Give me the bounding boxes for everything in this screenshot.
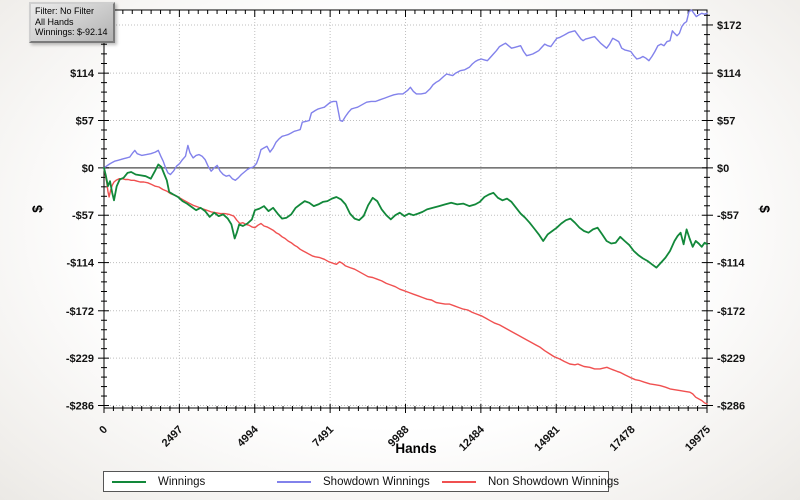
axis-titles: $ $ Hands — [30, 205, 772, 456]
gridlines — [104, 10, 708, 408]
non-showdown-winnings-legend-label: Non Showdown Winnings — [488, 475, 620, 488]
svg-text:-$229: -$229 — [66, 353, 94, 365]
svg-text:7491: 7491 — [310, 424, 336, 450]
svg-text:14981: 14981 — [532, 424, 562, 454]
svg-text:4994: 4994 — [235, 423, 261, 449]
showdown-winnings-line — [103, 9, 708, 182]
legend-item-showdown-winnings: Showdown Winnings — [277, 476, 442, 488]
winnings-line — [103, 163, 708, 269]
svg-text:-$172: -$172 — [66, 306, 94, 318]
svg-text:-$57: -$57 — [717, 210, 739, 222]
winnings-graph: $172$172$114$114$57$57$0$0-$57-$57-$114-… — [30, 9, 772, 456]
svg-text:-$286: -$286 — [717, 401, 745, 413]
winnings-legend-label: Winnings — [158, 475, 206, 488]
showdown-winnings-legend-label: Showdown Winnings — [323, 475, 430, 488]
winnings-line-sample — [112, 480, 146, 483]
showdown-winnings-line-sample — [277, 480, 311, 483]
non-showdown-winnings-line-sample — [442, 480, 476, 483]
y-axis-title-left: $ — [30, 205, 45, 213]
svg-text:$172: $172 — [717, 20, 741, 32]
svg-text:-$229: -$229 — [717, 353, 745, 365]
filter-info-line-3: Winnings: $-92.14 — [35, 27, 108, 37]
svg-text:0: 0 — [97, 424, 110, 437]
svg-text:2497: 2497 — [160, 424, 186, 450]
svg-text:12484: 12484 — [457, 423, 488, 454]
svg-text:$57: $57 — [76, 116, 94, 128]
filter-info-line-1: Filter: No Filter — [35, 6, 95, 16]
svg-text:$114: $114 — [70, 68, 95, 80]
svg-text:-$114: -$114 — [66, 258, 94, 270]
filter-info-box: Filter: No Filter All Hands Winnings: $-… — [29, 2, 115, 43]
x-axis-title: Hands — [395, 441, 436, 456]
svg-text:$114: $114 — [717, 68, 742, 80]
svg-text:17478: 17478 — [608, 424, 638, 454]
svg-text:19975: 19975 — [683, 424, 713, 454]
svg-text:-$286: -$286 — [66, 401, 94, 413]
filter-info-line-2: All Hands — [35, 16, 74, 27]
legend-item-non-showdown-winnings: Non Showdown Winnings — [442, 476, 619, 488]
svg-text:$0: $0 — [82, 163, 94, 175]
chart-legend: Winnings Showdown Winnings Non Showdown … — [103, 471, 619, 492]
svg-text:-$114: -$114 — [717, 258, 745, 270]
axis-ticks — [98, 10, 713, 413]
svg-text:-$172: -$172 — [717, 306, 745, 318]
legend-item-winnings: Winnings — [112, 476, 277, 488]
y-axis-title-right: $ — [757, 205, 772, 213]
svg-text:$0: $0 — [717, 163, 729, 175]
svg-text:-$57: -$57 — [72, 210, 94, 222]
svg-text:$57: $57 — [717, 116, 735, 128]
